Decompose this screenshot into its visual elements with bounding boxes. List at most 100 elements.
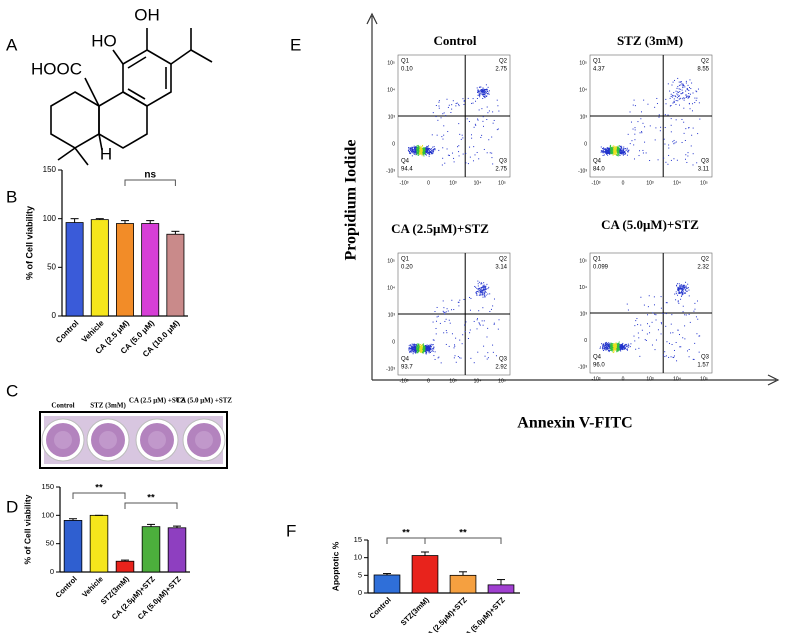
event-dot [673, 95, 675, 97]
event-dot [428, 145, 430, 147]
event-dot [628, 346, 630, 348]
event-dot [609, 147, 611, 149]
event-dot [696, 91, 698, 93]
event-dot [478, 94, 480, 96]
event-dot [477, 119, 479, 121]
event-dot [673, 139, 675, 141]
event-dot [424, 152, 426, 154]
event-dot [613, 145, 615, 147]
event-dot [416, 345, 418, 347]
event-dot [453, 161, 455, 163]
event-dot [609, 153, 611, 155]
event-dot [627, 343, 629, 345]
event-dot [429, 345, 431, 347]
event-dot [425, 350, 427, 352]
event-dot [616, 150, 618, 152]
event-dot [420, 349, 422, 351]
event-dot [628, 344, 630, 346]
event-dot [614, 343, 616, 345]
event-dot [436, 316, 438, 318]
event-dot [633, 99, 635, 101]
event-dot [483, 93, 485, 95]
axis-title: Annexin V-FITC [517, 415, 632, 432]
event-dot [422, 151, 424, 153]
event-dot [433, 355, 435, 357]
event-dot [409, 150, 411, 152]
event-dot [422, 351, 424, 353]
event-dot [687, 155, 689, 157]
event-dot [414, 347, 416, 349]
event-dot [483, 289, 485, 291]
event-dot [482, 324, 484, 326]
event-dot [697, 133, 699, 135]
event-dot [696, 162, 698, 164]
event-dot [626, 348, 628, 350]
event-dot [611, 343, 613, 345]
x-tick-label: Control [54, 319, 80, 345]
event-dot [623, 348, 625, 350]
event-dot [603, 151, 605, 153]
event-dot [647, 103, 649, 105]
event-dot [680, 288, 682, 290]
event-dot [438, 105, 440, 107]
event-dot [453, 309, 455, 311]
bar [116, 223, 134, 317]
event-dot [488, 90, 490, 92]
event-dot [616, 147, 618, 149]
event-dot [604, 343, 606, 345]
event-dot [420, 344, 422, 346]
event-dot [482, 296, 484, 298]
event-dot [611, 344, 613, 346]
event-dot [608, 346, 610, 348]
event-dot [450, 112, 452, 114]
event-dot [682, 293, 684, 295]
event-dot [478, 322, 480, 324]
event-dot [409, 350, 411, 352]
event-dot [678, 302, 680, 304]
event-dot [666, 341, 668, 343]
event-dot [411, 343, 413, 345]
event-dot [480, 89, 482, 91]
event-dot [445, 318, 447, 320]
panel-letter: C [6, 381, 18, 400]
event-dot [478, 281, 480, 283]
event-dot [409, 347, 411, 349]
event-dot [660, 307, 662, 309]
event-dot [425, 345, 427, 347]
event-dot [630, 343, 632, 345]
event-dot [436, 134, 438, 136]
annotation: ** [147, 493, 155, 504]
event-dot [429, 347, 431, 349]
event-dot [625, 148, 627, 150]
event-dot [479, 93, 481, 95]
event-dot [420, 351, 422, 353]
event-dot [486, 88, 488, 90]
event-dot [678, 288, 680, 290]
event-dot [478, 93, 480, 95]
event-dot [482, 87, 484, 89]
event-dot [683, 121, 685, 123]
event-dot [448, 104, 450, 106]
quadrant-value: 0.10 [401, 67, 413, 73]
event-dot [483, 148, 485, 150]
event-dot [676, 97, 678, 99]
event-dot [418, 349, 420, 351]
event-dot [612, 149, 614, 151]
event-dot [606, 153, 608, 155]
event-dot [614, 149, 616, 151]
event-dot [641, 329, 643, 331]
event-dot [479, 289, 481, 291]
flow-x-tick: 10⁵ [498, 378, 506, 384]
event-dot [640, 118, 642, 120]
plot-title: STZ (3mM) [617, 33, 683, 48]
event-dot [456, 102, 458, 104]
event-dot [615, 153, 617, 155]
event-dot [616, 344, 618, 346]
event-dot [463, 100, 465, 102]
event-dot [665, 313, 667, 315]
event-dot [419, 152, 421, 154]
event-dot [457, 355, 459, 357]
double-bond [127, 56, 147, 69]
event-dot [618, 348, 620, 350]
event-dot [602, 150, 604, 152]
